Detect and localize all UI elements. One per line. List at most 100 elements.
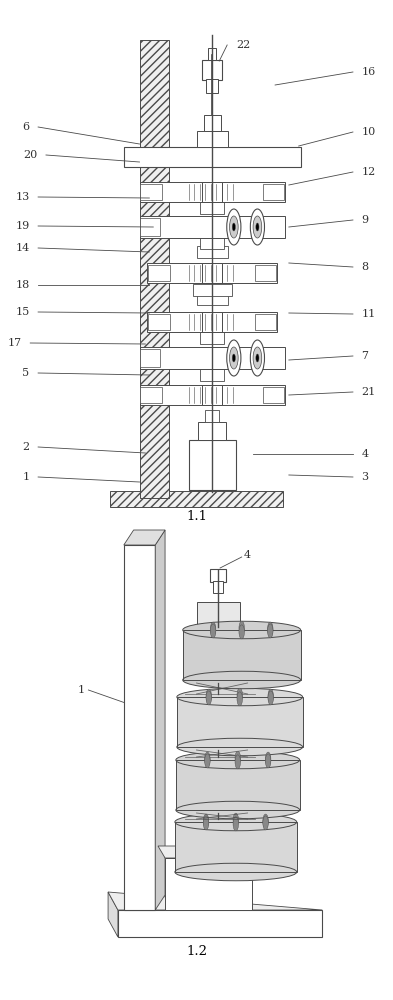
Circle shape xyxy=(235,751,241,765)
Text: 4: 4 xyxy=(362,449,369,459)
Circle shape xyxy=(227,209,241,245)
Ellipse shape xyxy=(177,688,303,706)
Polygon shape xyxy=(118,910,322,937)
Bar xyxy=(200,332,224,344)
Bar xyxy=(147,263,277,283)
Ellipse shape xyxy=(176,751,299,769)
Bar xyxy=(208,48,216,60)
Bar xyxy=(140,349,160,367)
Text: 15: 15 xyxy=(15,307,29,317)
Text: 20: 20 xyxy=(23,150,37,160)
Circle shape xyxy=(232,223,235,231)
Text: 1: 1 xyxy=(77,685,84,695)
Text: 21: 21 xyxy=(362,387,376,397)
Circle shape xyxy=(253,216,262,238)
Text: 18: 18 xyxy=(15,280,29,290)
Bar xyxy=(200,369,224,381)
Text: 9: 9 xyxy=(362,215,369,225)
Circle shape xyxy=(268,624,273,638)
Bar xyxy=(213,581,223,593)
Text: 13: 13 xyxy=(15,192,29,202)
Circle shape xyxy=(227,340,241,376)
Ellipse shape xyxy=(176,801,299,819)
Text: 1.2: 1.2 xyxy=(186,945,207,958)
Bar xyxy=(202,182,222,202)
Circle shape xyxy=(250,340,264,376)
Bar xyxy=(202,263,222,283)
Ellipse shape xyxy=(175,863,297,881)
Text: 1.1: 1.1 xyxy=(186,510,207,523)
Circle shape xyxy=(237,692,242,706)
Bar xyxy=(198,422,226,440)
Circle shape xyxy=(265,752,271,766)
Circle shape xyxy=(203,816,209,830)
Polygon shape xyxy=(155,530,165,910)
Circle shape xyxy=(239,621,244,635)
Polygon shape xyxy=(183,630,301,680)
Circle shape xyxy=(233,817,239,831)
Bar xyxy=(255,265,276,281)
Bar xyxy=(148,265,170,281)
Text: 8: 8 xyxy=(362,262,369,272)
Bar xyxy=(193,284,232,296)
Text: 11: 11 xyxy=(362,309,376,319)
Bar xyxy=(140,385,285,405)
Bar xyxy=(140,184,162,200)
Bar xyxy=(200,202,224,214)
Bar xyxy=(202,385,222,405)
Circle shape xyxy=(253,347,262,369)
Text: 22: 22 xyxy=(236,40,250,50)
Circle shape xyxy=(203,814,209,828)
Circle shape xyxy=(235,755,241,769)
Bar xyxy=(140,218,160,236)
Bar xyxy=(140,387,162,403)
Polygon shape xyxy=(176,760,299,810)
Polygon shape xyxy=(177,697,303,747)
Polygon shape xyxy=(124,530,165,545)
Bar xyxy=(140,40,169,498)
Polygon shape xyxy=(165,858,252,910)
Circle shape xyxy=(268,689,274,703)
Ellipse shape xyxy=(175,813,297,831)
Bar xyxy=(206,79,218,93)
Bar xyxy=(196,131,228,147)
Bar xyxy=(263,387,284,403)
Circle shape xyxy=(232,354,235,362)
Text: 16: 16 xyxy=(362,67,376,77)
Text: 17: 17 xyxy=(7,338,22,348)
Text: 14: 14 xyxy=(15,243,29,253)
Ellipse shape xyxy=(183,621,301,639)
Polygon shape xyxy=(108,892,118,937)
Bar xyxy=(202,312,222,332)
Text: 19: 19 xyxy=(15,221,29,231)
Circle shape xyxy=(265,754,271,768)
Bar xyxy=(255,314,276,330)
Text: 5: 5 xyxy=(22,368,29,378)
Bar xyxy=(189,440,236,490)
Circle shape xyxy=(256,354,259,362)
Bar xyxy=(196,246,228,258)
Text: 7: 7 xyxy=(362,351,369,361)
Bar xyxy=(196,602,240,630)
Polygon shape xyxy=(158,846,252,858)
Bar xyxy=(200,237,224,249)
Circle shape xyxy=(250,209,264,245)
Circle shape xyxy=(206,689,211,703)
Bar xyxy=(210,569,226,582)
Bar xyxy=(205,410,219,422)
Circle shape xyxy=(230,347,238,369)
Bar xyxy=(140,216,285,238)
Bar xyxy=(202,60,222,80)
Text: 12: 12 xyxy=(362,167,376,177)
Circle shape xyxy=(206,691,211,705)
Circle shape xyxy=(237,688,242,702)
Circle shape xyxy=(256,223,259,231)
Circle shape xyxy=(210,622,216,636)
Circle shape xyxy=(210,624,216,638)
Bar xyxy=(263,184,284,200)
Text: 4: 4 xyxy=(244,550,251,560)
Bar xyxy=(140,347,285,369)
Text: 1: 1 xyxy=(22,472,29,482)
Circle shape xyxy=(205,752,210,766)
Polygon shape xyxy=(108,892,322,910)
